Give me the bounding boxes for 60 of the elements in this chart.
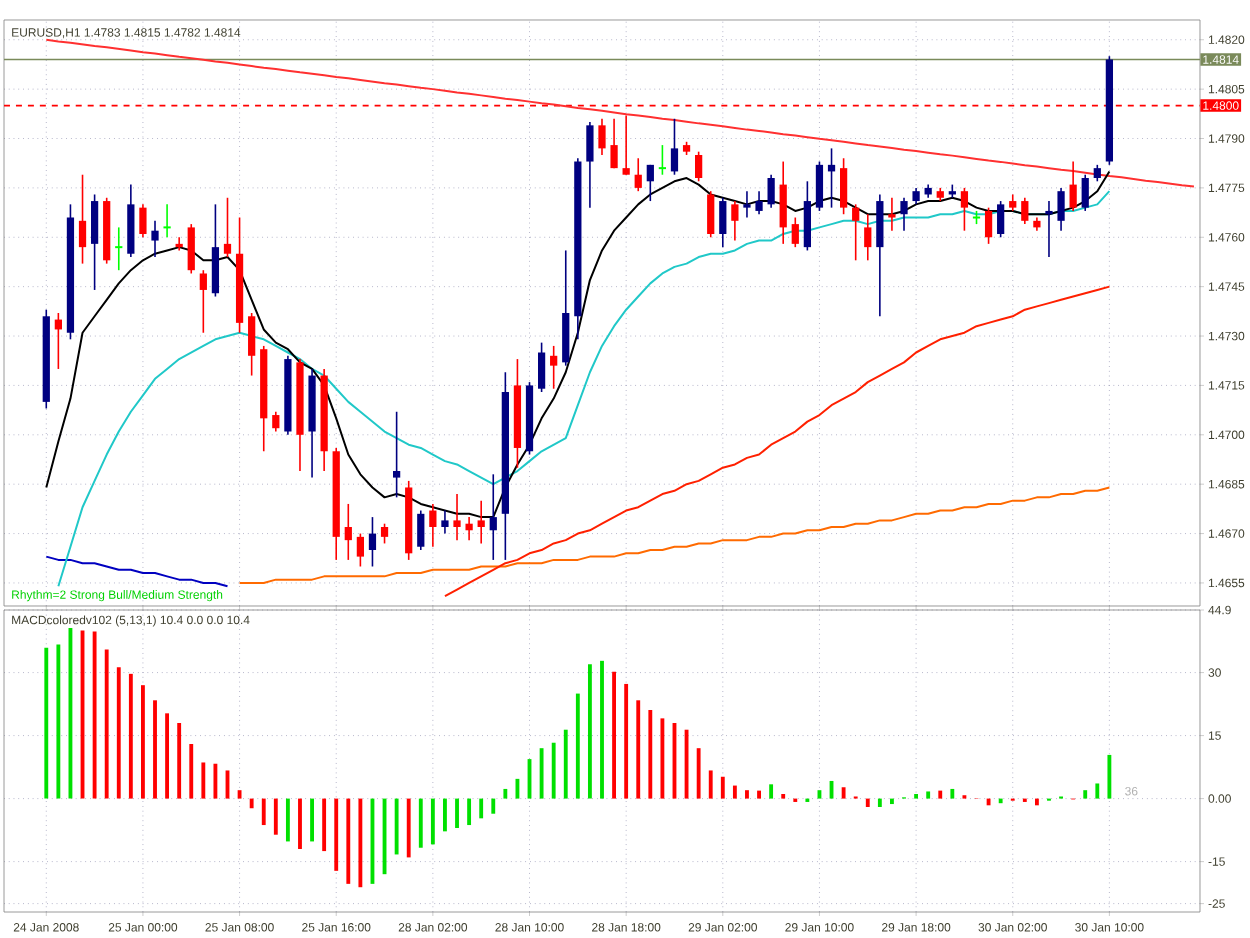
candlestick [1021,196,1029,225]
candlestick [719,196,727,248]
candlestick [223,196,232,258]
candlestick [1081,173,1089,212]
candlestick [852,203,860,262]
candlestick [695,150,703,183]
candlestick [610,117,618,169]
candlestick [417,509,425,551]
candlestick [1045,200,1053,258]
candlestick [960,187,969,232]
candlestick [429,503,437,548]
candlestick [248,312,256,377]
candlestick [1069,160,1077,212]
candlestick [815,160,824,212]
candlestick [997,200,1005,239]
candlestick [272,410,280,433]
candlestick [344,503,352,561]
candlestick [598,117,606,156]
candlestick [187,223,195,275]
candlestick [139,203,147,239]
candlestick [864,213,872,262]
candlestick [646,164,654,202]
candlestick [151,220,159,258]
candlestick [453,493,461,541]
candlestick [779,160,787,245]
candlestick [356,532,365,568]
candlestick [876,193,884,318]
candlestick [489,473,497,561]
candlestick [984,206,993,245]
candlestick [114,226,124,271]
candlestick [670,117,679,176]
candlestick [477,499,485,545]
candlestick [657,144,668,176]
candlestick [199,269,207,334]
candlestick [791,216,799,248]
candlestick [755,190,763,216]
candlestick [90,193,99,291]
line-series [45,555,229,588]
candlestick [839,157,848,216]
candlestick [537,341,546,393]
candlestick [888,196,896,232]
candlestick [707,190,715,239]
candlestick [368,516,377,568]
candlestick [393,410,401,499]
candlestick [78,173,87,265]
candlestick [767,173,775,209]
candlestick [465,516,473,541]
candlestick [634,157,642,192]
candlestick [380,522,389,545]
candlestick [586,121,594,209]
candlestick [900,196,908,232]
candlestick [622,114,630,176]
candlestick [550,345,558,390]
candlestick [441,509,449,535]
candlestick [803,180,811,252]
candlestick [1057,187,1065,232]
candlestick [731,200,739,242]
candlestick [162,203,172,239]
candlestick [743,190,751,219]
candlestick [211,203,220,298]
